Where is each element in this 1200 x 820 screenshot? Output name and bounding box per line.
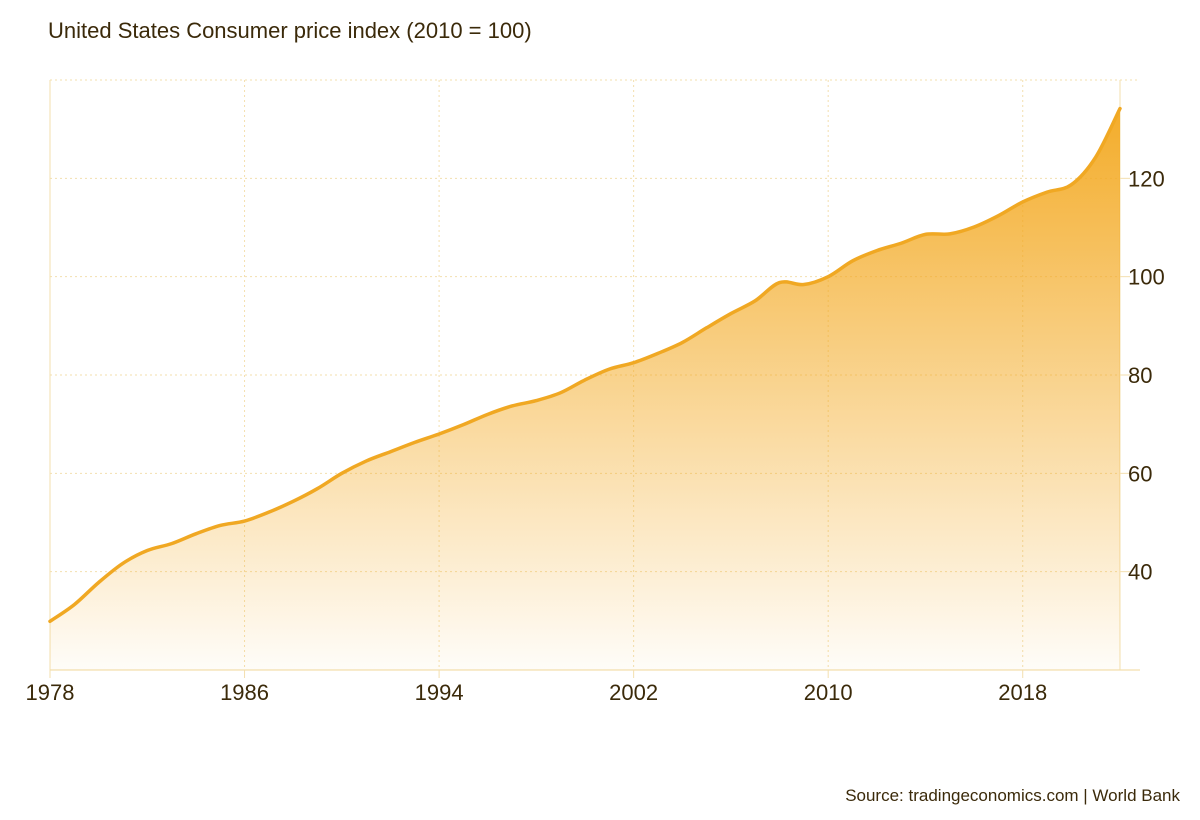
data-point-2016 <box>972 225 976 229</box>
data-point-1999 <box>559 391 563 395</box>
chart-title: United States Consumer price index (2010… <box>48 18 532 43</box>
data-point-1986 <box>243 519 247 523</box>
data-point-2010 <box>826 275 830 279</box>
data-point-2021 <box>1094 155 1098 159</box>
data-point-1988 <box>291 499 295 503</box>
data-point-1995 <box>461 423 465 427</box>
data-point-2009 <box>802 283 806 287</box>
data-point-2014 <box>923 232 927 236</box>
data-point-2001 <box>607 367 611 371</box>
data-point-2008 <box>778 281 782 285</box>
data-point-1985 <box>218 523 222 527</box>
y-tick-label: 60 <box>1128 461 1152 486</box>
data-point-2017 <box>996 214 1000 218</box>
y-tick-label: 100 <box>1128 265 1165 290</box>
x-tick-label: 2018 <box>998 680 1047 705</box>
data-point-2004 <box>680 341 684 345</box>
data-point-2018 <box>1021 200 1025 204</box>
data-point-1979 <box>72 603 76 607</box>
data-point-1980 <box>97 580 101 584</box>
data-point-1998 <box>534 399 538 403</box>
data-point-1993 <box>413 440 417 444</box>
source-credit: Source: tradingeconomics.com | World Ban… <box>845 786 1180 805</box>
data-point-2013 <box>899 241 903 245</box>
data-point-2015 <box>948 232 952 236</box>
cpi-series-line <box>48 106 1122 624</box>
data-point-1997 <box>510 404 514 408</box>
data-point-2019 <box>1045 190 1049 194</box>
data-point-1996 <box>486 412 490 416</box>
cpi-area-fill <box>50 108 1120 670</box>
data-point-1984 <box>194 532 198 536</box>
y-tick-label: 120 <box>1128 166 1165 191</box>
data-point-2007 <box>753 299 757 303</box>
x-tick-label: 1978 <box>26 680 75 705</box>
data-point-1981 <box>121 561 125 565</box>
data-point-2012 <box>875 249 879 253</box>
x-axis-ticks: 1978 1986 1994 2002 2010 2018 <box>26 670 1047 705</box>
data-point-2000 <box>583 378 587 382</box>
x-tick-label: 1994 <box>415 680 464 705</box>
x-tick-label: 2002 <box>609 680 658 705</box>
x-tick-label: 2010 <box>804 680 853 705</box>
data-point-2003 <box>656 351 660 355</box>
data-point-1989 <box>316 487 320 491</box>
data-point-1982 <box>145 549 149 553</box>
y-tick-label: 80 <box>1128 363 1152 388</box>
y-tick-label: 40 <box>1128 560 1152 585</box>
y-axis-ticks: 40 60 80 100 120 <box>1120 166 1165 585</box>
data-point-2011 <box>851 259 855 263</box>
data-point-2006 <box>729 312 733 316</box>
data-point-1983 <box>170 542 174 546</box>
data-point-1991 <box>364 459 368 463</box>
data-point-1987 <box>267 510 271 514</box>
data-point-2020 <box>1069 183 1073 187</box>
data-point-1990 <box>340 471 344 475</box>
data-point-1992 <box>388 450 392 454</box>
data-point-1994 <box>437 432 441 436</box>
data-point-2002 <box>632 361 636 365</box>
data-point-2022 <box>1118 107 1122 111</box>
x-tick-label: 1986 <box>220 680 269 705</box>
data-point-2005 <box>705 326 709 330</box>
data-point-1978 <box>48 619 52 623</box>
